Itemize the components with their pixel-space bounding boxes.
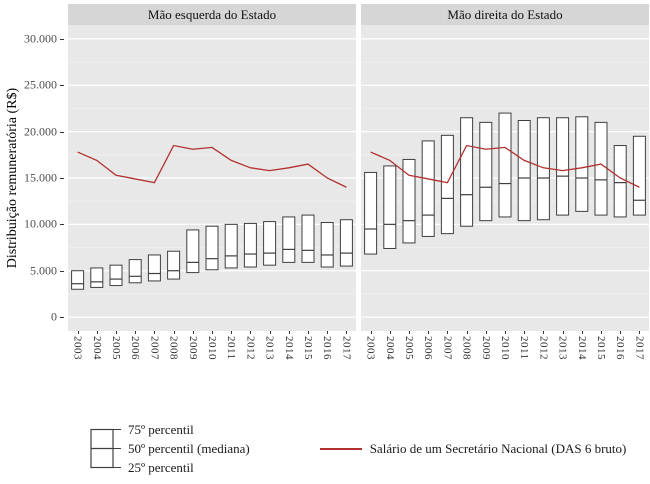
x-tick-label: 2003 — [71, 336, 84, 360]
x-tick-mark — [346, 331, 348, 334]
x-tick-mark — [269, 331, 271, 334]
legend-label-p25: 25º percentil — [128, 460, 194, 475]
y-tick-label: 10.000 — [24, 216, 57, 231]
x-tick-label: 2013 — [263, 336, 276, 360]
x-tick-label: 2005 — [110, 336, 122, 360]
legend-label-p75: 75º percentil — [128, 422, 194, 437]
x-tick-mark — [288, 331, 290, 334]
x-tick-label: 2016 — [614, 336, 627, 360]
x-tick-mark — [562, 331, 564, 334]
x-tick-mark — [543, 331, 545, 334]
x-tick-mark — [428, 331, 430, 334]
x-tick-label: 2007 — [441, 336, 454, 360]
x-tick-label: 2011 — [225, 336, 238, 360]
x-tick-label: 2014 — [575, 336, 588, 360]
x-tick-mark — [505, 331, 506, 334]
y-tick-mark — [60, 38, 64, 40]
x-tick-mark — [154, 331, 156, 334]
x-tick-label: 2005 — [403, 336, 415, 360]
x-tick-mark — [389, 331, 391, 334]
x-tick-mark — [231, 331, 233, 334]
boxplot-glyph-icon — [90, 428, 121, 469]
x-tick-label: 2015 — [595, 336, 607, 360]
x-tick-mark — [173, 331, 175, 334]
x-tick-label: 2009 — [186, 336, 199, 360]
panel-left: Mão esquerda do Estado 2003 2004 2005 2006 2… — [68, 4, 356, 381]
x-tick-mark — [370, 331, 372, 334]
x-axis-left: 2003 2004 2005 2006 2007 2008 2009 2010 2011 2012… — [68, 331, 356, 381]
y-tick-mark — [60, 270, 64, 272]
x-tick-mark — [77, 331, 79, 334]
x-tick-mark — [601, 331, 602, 334]
legend-label-p50: 50º percentil (mediana) — [128, 441, 250, 456]
x-axis-right: 2003 2004 2005 2006 2007 2008 2009 2010 2011 2012… — [361, 331, 649, 381]
x-tick-label: 2012 — [537, 336, 550, 360]
x-tick-mark — [466, 331, 468, 334]
x-tick-label: 2010 — [499, 336, 511, 360]
y-tick-mark — [60, 178, 64, 179]
x-tick-label: 2016 — [321, 336, 334, 360]
y-tick-label: 5.000 — [30, 263, 57, 278]
x-tick-mark — [212, 331, 213, 334]
y-tick-mark — [60, 131, 64, 133]
x-tick-mark — [327, 331, 329, 334]
x-tick-mark — [135, 331, 137, 334]
x-tick-mark — [116, 331, 117, 334]
x-tick-label: 2011 — [518, 336, 531, 360]
x-tick-label: 2017 — [340, 336, 353, 360]
x-tick-mark — [620, 331, 622, 334]
x-tick-label: 2013 — [556, 336, 569, 360]
x-tick-mark — [524, 331, 526, 334]
x-tick-mark — [447, 331, 449, 334]
y-tick-label: 15.000 — [24, 170, 57, 185]
x-tick-label: 2015 — [302, 336, 314, 360]
x-tick-label: 2012 — [244, 336, 257, 360]
x-tick-label: 2004 — [383, 336, 396, 360]
x-tick-mark — [581, 331, 583, 334]
x-tick-mark — [409, 331, 410, 334]
y-tick-mark — [60, 85, 64, 87]
x-tick-label: 2006 — [129, 336, 142, 360]
x-tick-mark — [308, 331, 309, 334]
legend: 75º percentil 50º percentil (mediana) 25… — [88, 420, 626, 477]
x-tick-label: 2003 — [364, 336, 377, 360]
y-tick-label: 30.000 — [24, 31, 57, 46]
y-tick-mark — [60, 317, 64, 319]
boxplot-canvas-left — [68, 25, 356, 331]
x-tick-label: 2008 — [167, 336, 180, 360]
x-tick-label: 2009 — [479, 336, 492, 360]
y-tick-label: 25.000 — [24, 77, 57, 92]
boxplot-canvas-right — [361, 25, 649, 331]
y-axis: 0 5.000 10.000 15.000 20.000 25.000 30.000 — [0, 25, 66, 331]
y-tick-label: 0 — [51, 309, 57, 324]
x-tick-label: 2004 — [90, 336, 103, 360]
x-tick-mark — [639, 331, 641, 334]
facet-panels: Mão esquerda do Estado 2003 2004 2005 2006 2… — [68, 4, 649, 381]
x-tick-mark — [96, 331, 98, 334]
x-tick-label: 2014 — [282, 336, 295, 360]
facet-strip-right: Mão direita do Estado — [361, 4, 649, 25]
x-tick-mark — [192, 331, 194, 334]
y-tick-label: 20.000 — [24, 124, 57, 139]
legend-line-key: Salário de um Secretário Nacional (DAS 6… — [319, 440, 627, 457]
facet-strip-left: Mão esquerda do Estado — [68, 4, 356, 25]
x-tick-label: 2006 — [422, 336, 435, 360]
y-tick-mark — [60, 224, 64, 226]
panel-right: Mão direita do Estado 2003 2004 2005 2006 20… — [361, 4, 649, 381]
x-tick-mark — [485, 331, 487, 334]
x-tick-label: 2010 — [206, 336, 218, 360]
red-line-swatch-icon — [319, 447, 362, 450]
x-tick-label: 2007 — [148, 336, 161, 360]
x-tick-label: 2017 — [633, 336, 646, 360]
legend-line-label: Salário de um Secretário Nacional (DAS 6… — [369, 440, 627, 456]
x-tick-label: 2008 — [460, 336, 473, 360]
x-tick-mark — [250, 331, 252, 334]
legend-boxplot-key: 75º percentil 50º percentil (mediana) 25… — [88, 420, 250, 477]
